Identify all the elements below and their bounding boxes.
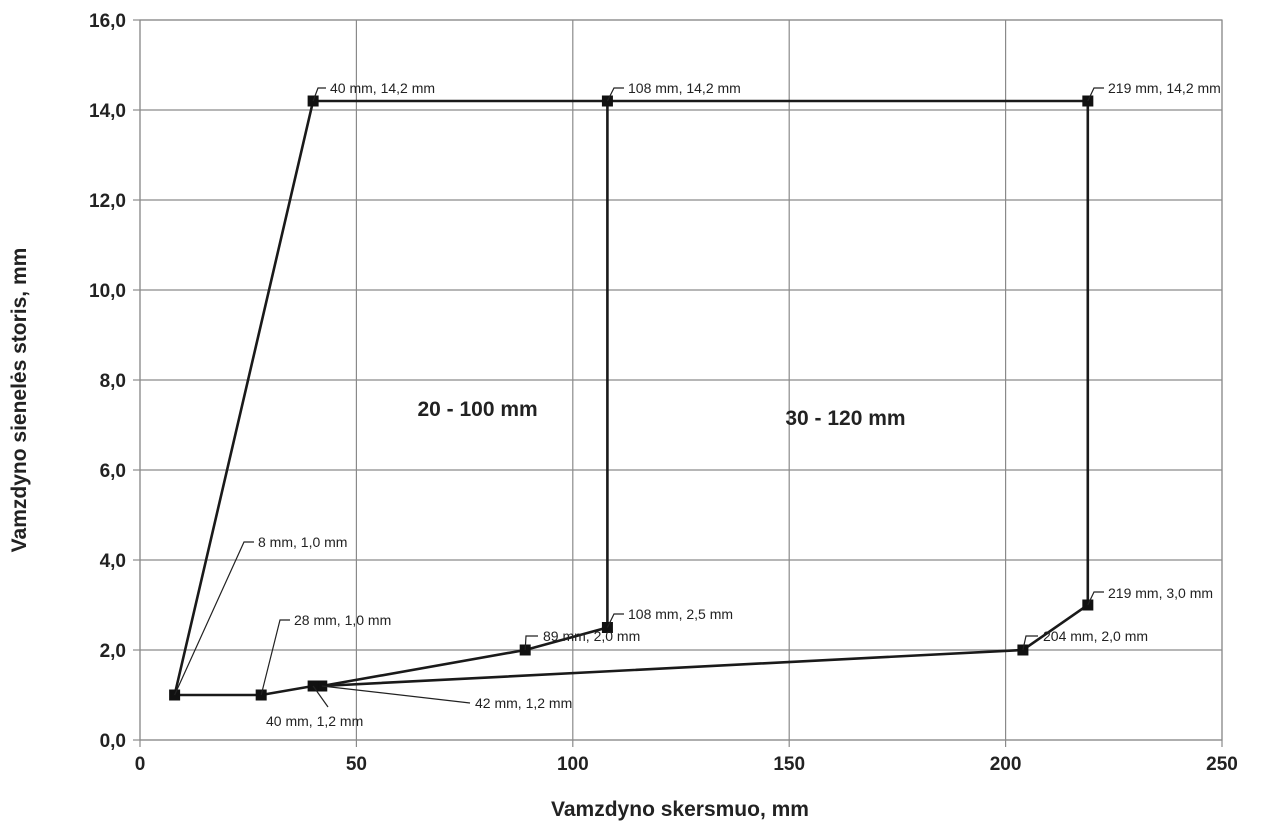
point-label: 219 mm, 3,0 mm — [1108, 585, 1213, 601]
x-tick-label: 0 — [135, 754, 146, 775]
point-label: 89 mm, 2,0 mm — [543, 628, 640, 644]
point-label: 28 mm, 1,0 mm — [294, 612, 391, 628]
label-leader-line — [174, 541, 254, 696]
x-axis-title: Vamzdyno skersmuo, mm — [551, 798, 809, 821]
data-point — [316, 680, 328, 692]
region-labels: 20 - 100 mm 30 - 120 mm — [417, 398, 905, 430]
label-leader-line — [1087, 591, 1104, 606]
label-leader-line — [260, 619, 290, 696]
data-point — [519, 644, 531, 656]
axis-ticks: 0,0 2,0 4,0 6,0 8,0 10,0 12,0 14,0 16,0 0 50 100 150… — [89, 11, 1238, 775]
data-point — [255, 689, 267, 701]
x-tick-label: 250 — [1206, 754, 1238, 775]
y-axis-title: Vamzdyno sienelės storis, mm — [8, 248, 31, 553]
y-tick-label: 0,0 — [100, 731, 126, 752]
grid — [139, 19, 1223, 741]
label-leader-line — [312, 87, 326, 102]
series-line-2 — [321, 99, 1090, 688]
y-tick-label: 16,0 — [89, 11, 126, 32]
y-tick-label: 8,0 — [100, 371, 126, 392]
label-leader-line — [606, 87, 624, 102]
y-tick-label: 10,0 — [89, 281, 126, 302]
y-tick-label: 6,0 — [100, 461, 126, 482]
point-labels: 40 mm, 14,2 mm 108 mm, 14,2 mm 219 mm, 14,… — [258, 80, 1221, 729]
x-tick-label: 200 — [990, 754, 1022, 775]
point-label: 8 mm, 1,0 mm — [258, 534, 347, 550]
label-leader-line — [321, 685, 471, 704]
x-tick-label: 150 — [773, 754, 805, 775]
y-tick-label: 4,0 — [100, 551, 126, 572]
region-label: 30 - 120 mm — [785, 407, 905, 430]
region-label: 20 - 100 mm — [417, 398, 537, 421]
label-leader-line — [1022, 635, 1038, 651]
y-tick-label: 2,0 — [100, 641, 126, 662]
point-label: 204 mm, 2,0 mm — [1043, 628, 1148, 644]
x-tick-label: 100 — [557, 754, 589, 775]
point-label: 42 mm, 1,2 mm — [475, 695, 572, 711]
y-tick-label: 14,0 — [89, 101, 126, 122]
label-leader-line — [312, 685, 329, 708]
point-label: 219 mm, 14,2 mm — [1108, 80, 1221, 96]
label-leader-line — [606, 613, 624, 628]
label-leaders — [174, 87, 1104, 708]
point-label: 40 mm, 14,2 mm — [330, 80, 435, 96]
y-tick-label: 12,0 — [89, 191, 126, 212]
point-label: 108 mm, 2,5 mm — [628, 606, 733, 622]
point-label: 40 mm, 1,2 mm — [266, 713, 363, 729]
label-leader-line — [524, 635, 538, 651]
label-leader-line — [1087, 87, 1104, 102]
point-label: 108 mm, 14,2 mm — [628, 80, 741, 96]
series-line-1 — [173, 99, 609, 697]
x-tick-label: 50 — [346, 754, 367, 775]
